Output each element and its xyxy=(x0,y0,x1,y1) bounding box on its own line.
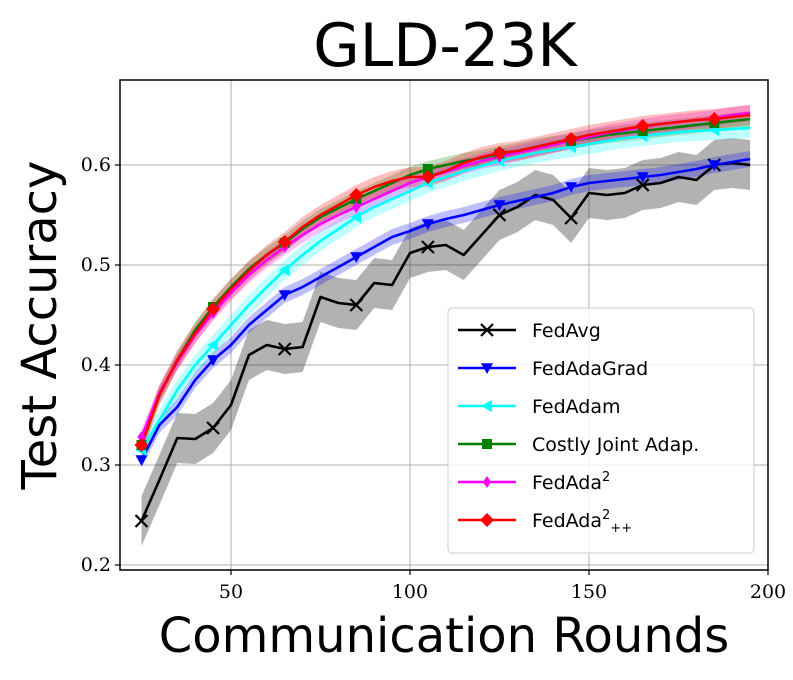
legend-marker xyxy=(481,363,493,374)
data-point xyxy=(278,290,291,301)
series-band xyxy=(141,105,751,455)
legend-box xyxy=(447,307,755,554)
data-point xyxy=(135,455,148,466)
data-point xyxy=(635,119,650,133)
data-point xyxy=(134,438,149,452)
legend-label: FedAvg xyxy=(532,320,601,342)
x-tick-label: 100 xyxy=(392,581,428,603)
data-point xyxy=(134,514,149,528)
chart-title: GLD-23K xyxy=(313,11,578,81)
legend-marker xyxy=(480,323,494,337)
data-point xyxy=(207,355,220,366)
data-point xyxy=(352,201,361,213)
series-line xyxy=(140,117,751,446)
data-point xyxy=(492,208,507,222)
data-point xyxy=(564,132,579,146)
x-axis-label: Communication Rounds xyxy=(159,608,729,664)
legend-label-name: FedAdam xyxy=(532,396,621,418)
data-point xyxy=(206,421,220,435)
legend-label-name: FedAda xyxy=(532,472,602,494)
data-point xyxy=(277,235,292,249)
data-point xyxy=(493,200,506,211)
plot-frame xyxy=(119,79,769,571)
data-point xyxy=(565,182,578,193)
data-point xyxy=(422,164,433,174)
data-point xyxy=(349,298,364,312)
legend-label: FedAda2 xyxy=(532,470,610,494)
data-point xyxy=(564,211,578,225)
legend-marker xyxy=(483,476,491,488)
data-point xyxy=(635,178,650,192)
legend-label-name: FedAda xyxy=(532,510,602,532)
series-band xyxy=(141,151,751,468)
series-line xyxy=(140,126,751,451)
data-point xyxy=(350,211,362,223)
legend-label: FedAdam xyxy=(532,396,621,418)
data-point xyxy=(206,302,221,316)
data-point xyxy=(278,264,290,276)
axis-ticks: 50 100 150 200 0.2 0.3 0.4 0.5 0.6 xyxy=(81,154,786,603)
data-point xyxy=(421,219,434,230)
legend-marker xyxy=(482,439,492,449)
series-line xyxy=(140,157,751,461)
x-tick-label: 50 xyxy=(219,581,243,603)
data-point xyxy=(207,339,218,351)
legend-marker xyxy=(481,400,492,412)
data-point xyxy=(708,160,721,171)
y-tick-label: 0.4 xyxy=(81,354,111,376)
legend-label: Costly Joint Adap. xyxy=(532,434,699,456)
legend-label-name: FedAdaGrad xyxy=(532,358,648,380)
y-tick-label: 0.5 xyxy=(81,254,111,276)
series-markers xyxy=(134,112,722,528)
data-point xyxy=(707,112,722,126)
legend-label-name: Costly Joint Adap. xyxy=(532,434,699,456)
legend-label-name: FedAvg xyxy=(532,320,601,342)
y-tick-label: 0.6 xyxy=(81,154,111,176)
data-point xyxy=(636,172,649,183)
data-point xyxy=(349,188,364,202)
legend-label-superscript: 2 xyxy=(602,470,610,485)
series-line xyxy=(140,161,751,522)
data-point xyxy=(492,146,507,160)
y-tick-label: 0.2 xyxy=(81,554,111,576)
x-tick-label: 150 xyxy=(571,581,607,603)
legend-label: FedAda2++ xyxy=(532,508,632,536)
data-point xyxy=(420,170,435,184)
y-axis-label: Test Accuracy xyxy=(12,161,68,491)
legend-label-subscript: ++ xyxy=(610,521,632,536)
x-tick-label: 200 xyxy=(750,581,786,603)
data-point xyxy=(350,252,363,263)
legend: FedAvg FedAdaGrad FedAdam Costly Joint Adap… xyxy=(447,307,755,554)
data-point xyxy=(277,342,292,356)
legend-marker xyxy=(480,513,494,527)
data-point xyxy=(421,240,435,254)
y-tick-label: 0.3 xyxy=(81,454,111,476)
legend-label: FedAdaGrad xyxy=(532,358,648,380)
legend-label-superscript: 2 xyxy=(602,508,610,523)
